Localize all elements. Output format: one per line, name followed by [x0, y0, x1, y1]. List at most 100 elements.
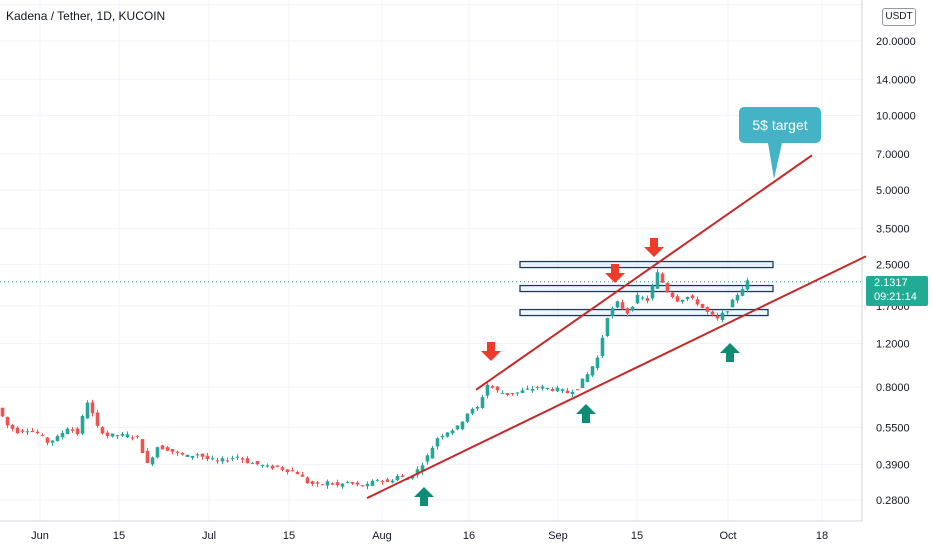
candle-body [605, 318, 610, 337]
candle-body [690, 295, 695, 298]
candle-body [470, 408, 475, 414]
candle-body [340, 483, 345, 487]
candle-body [600, 337, 605, 356]
candle-body [545, 387, 550, 389]
candle-body [215, 460, 220, 462]
time-tick-label: 15 [283, 530, 295, 542]
candle-body [315, 482, 320, 484]
candle-body [460, 421, 465, 430]
candle-body [525, 388, 530, 390]
time-tick-label: 16 [463, 530, 475, 542]
candle-body [520, 390, 525, 393]
price-tick-label: 1.2000 [876, 338, 910, 350]
candle-body [695, 299, 700, 305]
candle-body [330, 483, 335, 485]
candle-body [275, 465, 280, 467]
candle-body [130, 437, 135, 439]
candle-body [80, 415, 85, 434]
candle-body [700, 303, 705, 308]
candle-body [160, 445, 165, 450]
candle-body [290, 470, 295, 472]
candle-body [445, 432, 450, 437]
candle-body [255, 461, 260, 465]
price-tick-label: 14.0000 [876, 74, 916, 86]
candle-body [390, 480, 395, 483]
down-arrow-icon [605, 264, 625, 283]
axis-unit-button[interactable]: USDT [882, 8, 916, 26]
candle-body [730, 299, 735, 308]
candle-body [420, 465, 425, 472]
candle-body [30, 431, 35, 433]
price-tick-label: 7.0000 [876, 149, 910, 161]
price-tick-label: 2.5000 [876, 260, 910, 272]
candle-body [475, 407, 480, 409]
candle-body [225, 460, 230, 462]
candle-body [35, 431, 40, 434]
price-tick-label: 0.2800 [876, 495, 910, 507]
candle-body [175, 451, 180, 453]
candle-body [115, 435, 120, 437]
candle-body [575, 389, 580, 391]
candle-body [350, 482, 355, 484]
candle-body [305, 477, 310, 484]
candle-body [485, 384, 490, 396]
candle-body [740, 289, 745, 296]
candle-body [85, 402, 90, 419]
candle-body [720, 312, 725, 320]
candle-body [200, 453, 205, 457]
candle-body [650, 285, 655, 299]
bar-countdown: 09:21:14 [874, 291, 917, 303]
candle-body [10, 425, 15, 429]
candle-body [610, 308, 615, 316]
candle-body [495, 386, 500, 391]
last-price-value: 2.1317 [874, 277, 908, 289]
time-tick-label: Aug [372, 530, 392, 542]
candle-body [135, 435, 140, 437]
candle-body [170, 449, 175, 452]
candle-body [395, 475, 400, 481]
candle-body [65, 428, 70, 435]
candle-body [430, 447, 435, 459]
candle-body [370, 480, 375, 486]
candle-body [625, 308, 630, 314]
candle-body [235, 456, 240, 458]
level-box [519, 260, 774, 269]
candle-body [180, 452, 185, 455]
candle-body [245, 458, 250, 464]
candle-body [550, 388, 555, 391]
candle-body [240, 458, 245, 460]
time-tick-label: Jun [31, 530, 49, 542]
candle-body [145, 450, 150, 463]
candle-body [680, 299, 685, 302]
candle-body [590, 366, 595, 376]
candle-body [270, 465, 275, 469]
candle-body [675, 296, 680, 302]
candle-body [165, 447, 170, 451]
candle-body [415, 469, 420, 475]
candle-body [490, 386, 495, 388]
last-price-label: 2.1317 09:21:14 [866, 276, 928, 306]
price-tick-label: 0.8000 [876, 382, 910, 394]
candle-body [510, 393, 515, 395]
candle-body [530, 388, 535, 391]
candle-body [645, 298, 650, 301]
candle-body [190, 455, 195, 458]
candle-body [615, 301, 620, 308]
candle-body [655, 272, 660, 289]
candle-body [555, 387, 560, 392]
candle-body [660, 273, 665, 283]
candle-body [595, 357, 600, 369]
candle-body [565, 390, 570, 394]
candle-body [55, 436, 60, 441]
candle-body [385, 479, 390, 482]
time-tick-label: 15 [631, 530, 643, 542]
candle-body [635, 294, 640, 304]
candle-body [75, 428, 80, 435]
price-tick-label: 0.5500 [876, 422, 910, 434]
up-arrow-icon [720, 343, 740, 362]
candle-body [45, 437, 50, 443]
candle-body [205, 455, 210, 459]
candle-body [665, 282, 670, 293]
